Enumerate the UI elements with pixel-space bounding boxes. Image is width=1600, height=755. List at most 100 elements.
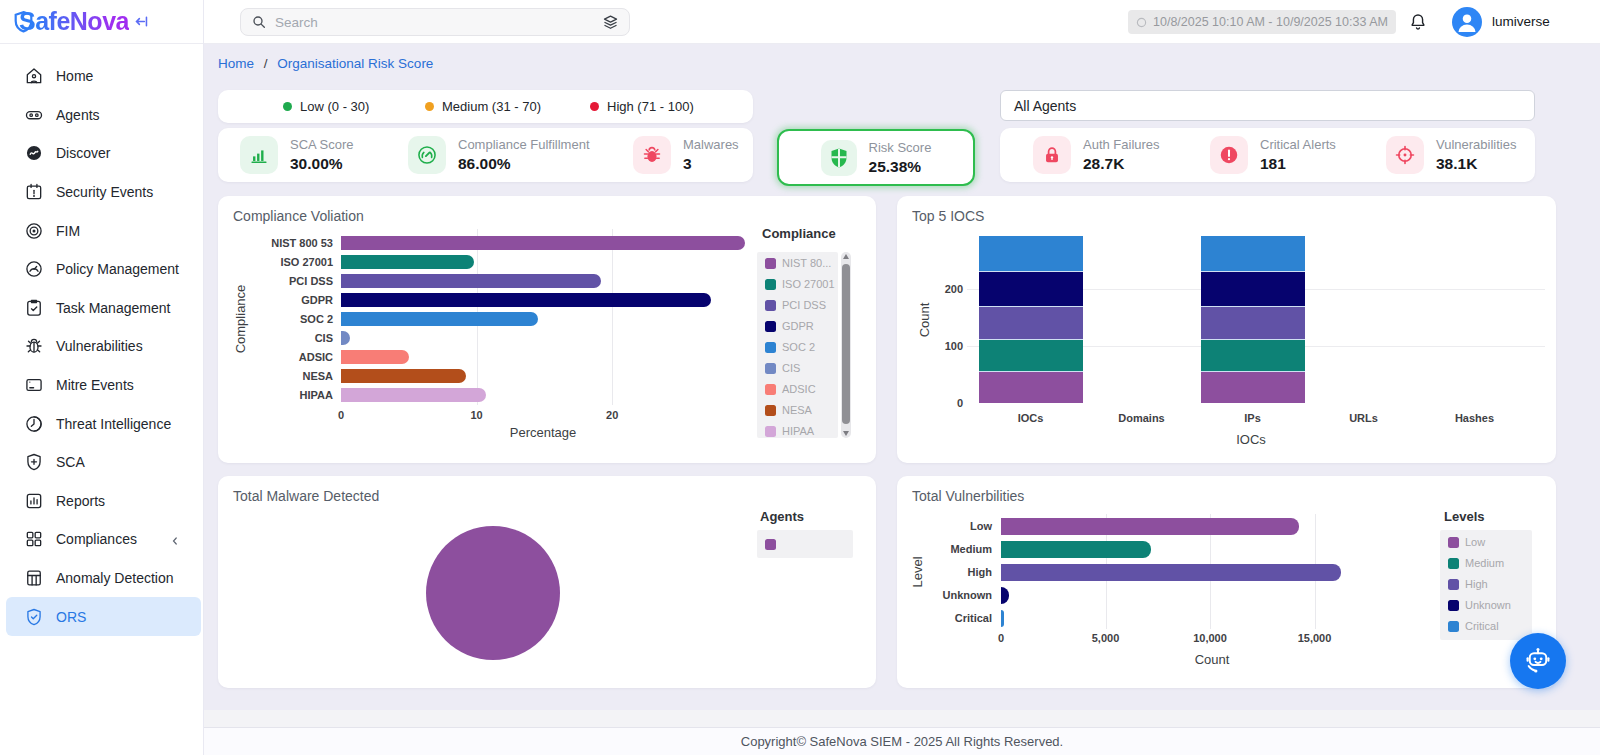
sidebar-item-agents[interactable]: Agents (0, 96, 203, 135)
legend-item-GDPR[interactable]: GDPR (765, 318, 814, 334)
search-box[interactable] (240, 8, 630, 36)
logo: SafeNova (0, 0, 203, 44)
bar-NIST 800 53[interactable] (341, 236, 745, 250)
sidebar-item-discover[interactable]: Discover (0, 134, 203, 173)
y-tick-0: 0 (905, 397, 963, 409)
bar-Low[interactable] (1001, 518, 1299, 535)
sidebar-item-policy-management[interactable]: Policy Management (0, 250, 203, 289)
sidebar-item-label: Reports (56, 493, 105, 509)
bar-SOC 2[interactable] (341, 312, 538, 326)
sidebar-item-ors[interactable]: ORS (6, 597, 201, 636)
sidebar-item-home[interactable]: Home (0, 57, 203, 96)
sidebar-item-reports[interactable]: Reports (0, 482, 203, 521)
bar-ADSIC[interactable] (341, 350, 409, 364)
sidebar-item-label: Policy Management (56, 261, 179, 277)
user-avatar[interactable] (1452, 7, 1482, 37)
legend-item-Unknown[interactable]: Unknown (1448, 597, 1511, 613)
bar-PCI DSS[interactable] (341, 274, 601, 288)
layers-icon[interactable] (602, 14, 619, 31)
notification-bell-icon[interactable] (1408, 12, 1428, 32)
stat-critical-alerts[interactable]: Critical Alerts181 (1210, 136, 1336, 174)
sidebar-item-label: Home (56, 68, 93, 84)
stack-segment-IPs-4[interactable] (1201, 236, 1305, 272)
robot-icon (1522, 645, 1554, 677)
shield-cross-icon (821, 140, 857, 176)
stat-malwares[interactable]: Malwares3 (633, 136, 739, 174)
stat-compliance-fulfillment[interactable]: Compliance Fulfillment86.00% (408, 136, 590, 174)
sidebar-item-fim[interactable]: FIM (0, 211, 203, 250)
stat-auth-failures[interactable]: Auth Failures28.7K (1033, 136, 1160, 174)
stack-segment-IPs-1[interactable] (1201, 340, 1305, 372)
y-axis-label-NIST 800 53: NIST 800 53 (218, 237, 333, 249)
legend-item-NIST 80...[interactable]: NIST 80... (765, 255, 831, 271)
agents-filter-select[interactable]: All Agents (1000, 90, 1535, 121)
gauge-icon (408, 136, 446, 174)
bar-NESA[interactable] (341, 369, 466, 383)
bar-GDPR[interactable] (341, 293, 711, 307)
stack-segment-IOCs-3[interactable] (979, 272, 1083, 307)
legend-item-PCI DSS[interactable]: PCI DSS (765, 297, 826, 313)
bug-icon (633, 136, 671, 174)
x-tick-20: 20 (592, 409, 632, 421)
stack-segment-IOCs-0[interactable] (979, 372, 1083, 403)
stat-vulnerabilities[interactable]: Vulnerabilities38.1K (1386, 136, 1516, 174)
legend-item-High[interactable]: High (1448, 576, 1488, 592)
breadcrumb-home-link[interactable]: Home (218, 56, 254, 71)
legend-item-CIS[interactable]: CIS (765, 360, 800, 376)
agents-icon (24, 105, 44, 125)
breadcrumb-current-link[interactable]: Organisational Risk Score (277, 56, 433, 71)
bar-ISO 27001[interactable] (341, 255, 474, 269)
legend-item-HIPAA[interactable]: HIPAA (765, 423, 814, 438)
stack-segment-IOCs-4[interactable] (979, 236, 1083, 272)
x-axis-label-Domains: Domains (1092, 412, 1192, 424)
copyright-text: Copyright© SafeNova SIEM - 2025 All Righ… (741, 734, 1063, 749)
bar-High[interactable] (1001, 564, 1341, 581)
bar-Unknown[interactable] (1001, 587, 1009, 604)
sidebar-item-sca[interactable]: SCA (0, 443, 203, 482)
risk-score-card[interactable]: Risk Score 25.38% (777, 129, 975, 186)
legend-item-SOC 2[interactable]: SOC 2 (765, 339, 815, 355)
y-axis-label-ISO 27001: ISO 27001 (218, 256, 333, 268)
legend-item-ISO 27001[interactable]: ISO 27001 (765, 276, 835, 292)
legend-item-swatch[interactable] (765, 536, 782, 552)
legend-item-Medium[interactable]: Medium (1448, 555, 1504, 571)
sidebar-item-label: Security Events (56, 184, 153, 200)
sidebar-item-compliances[interactable]: Compliances (0, 520, 203, 559)
stack-segment-IOCs-2[interactable] (979, 307, 1083, 340)
legend-scrollbar[interactable] (841, 252, 851, 438)
shield-check-icon (24, 607, 44, 627)
sidebar-item-threat-intelligence[interactable]: Threat Intelligence (0, 404, 203, 443)
stats-card-right: Auth Failures28.7K Critical Alerts181 Vuln… (1000, 128, 1535, 182)
sidebar-item-vulnerabilities[interactable]: Vulnerabilities (0, 327, 203, 366)
pie-slice-agents[interactable] (426, 526, 560, 660)
bar-Medium[interactable] (1001, 541, 1151, 558)
bar-Critical[interactable] (1001, 610, 1004, 627)
sidebar-item-mitre-events[interactable]: Mitre Events (0, 366, 203, 405)
y-axis-label-Low: Low (897, 520, 992, 532)
bar-CIS[interactable] (341, 331, 350, 345)
stack-segment-IPs-2[interactable] (1201, 307, 1305, 340)
y-axis-title: Level (910, 556, 925, 587)
search-input[interactable] (275, 15, 602, 30)
crosshair-icon (1386, 136, 1424, 174)
sidebar-item-task-management[interactable]: Task Management (0, 289, 203, 328)
sidebar-item-anomaly-detection[interactable]: Anomaly Detection (0, 559, 203, 598)
x-axis-label-URLs: URLs (1314, 412, 1414, 424)
stack-segment-IOCs-1[interactable] (979, 340, 1083, 372)
chatbot-button[interactable] (1510, 633, 1566, 689)
collapse-sidebar-icon[interactable] (133, 13, 150, 30)
legend-item-NESA[interactable]: NESA (765, 402, 812, 418)
legend-item-ADSIC[interactable]: ADSIC (765, 381, 816, 397)
legend-item-Critical[interactable]: Critical (1448, 618, 1499, 634)
legend-item-Low[interactable]: Low (1448, 534, 1485, 550)
sidebar-item-security-events[interactable]: Security Events (0, 173, 203, 212)
bar-HIPAA[interactable] (341, 388, 486, 402)
chart-title: Compliance Voliation (233, 208, 364, 224)
stack-segment-IPs-3[interactable] (1201, 272, 1305, 307)
stat-sca-score[interactable]: SCA Score30.00% (240, 136, 354, 174)
agents-filter-value: All Agents (1014, 98, 1076, 114)
stack-segment-IPs-0[interactable] (1201, 372, 1305, 403)
chevron-left-icon[interactable] (169, 533, 181, 545)
legend-title: Compliance (762, 226, 836, 241)
date-range-picker[interactable]: 10/8/2025 10:10 AM - 10/9/2025 10:33 AM (1128, 10, 1396, 34)
